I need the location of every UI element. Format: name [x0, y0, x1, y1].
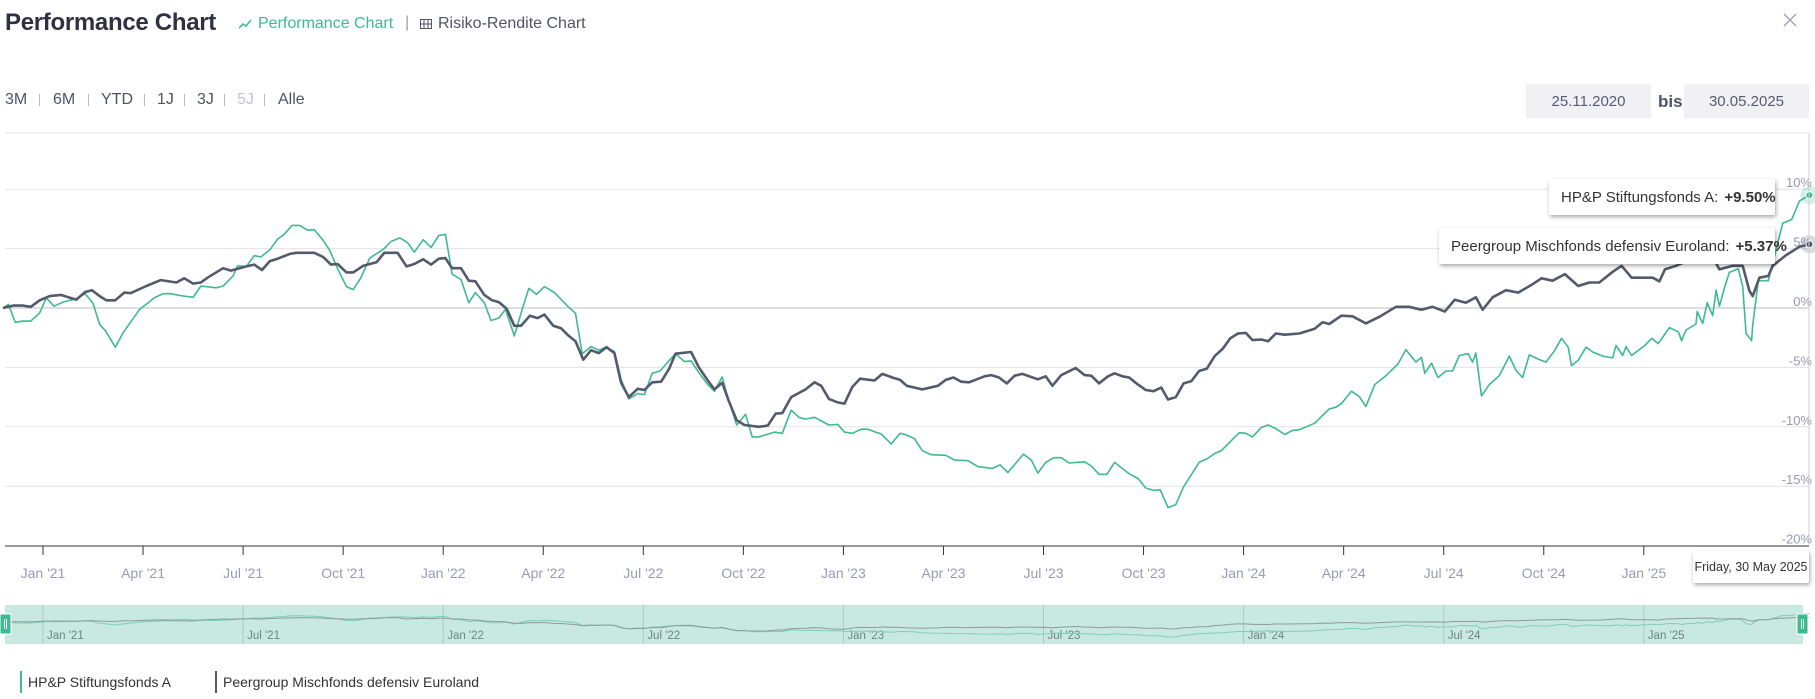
x-tick-label: Oct '24 [1522, 565, 1566, 581]
series-line-peer [2, 242, 1810, 429]
x-tick-label: Jan '21 [21, 565, 66, 581]
navigator-handle-left[interactable] [0, 613, 12, 635]
range-6m-button[interactable]: 6M [53, 91, 76, 108]
navigator-tick-label: Jul '23 [1048, 630, 1081, 642]
legend-swatch [215, 671, 217, 693]
x-tick-label: Oct '22 [721, 565, 765, 581]
navigator-tick-label: Jan '21 [47, 630, 84, 642]
navigator-handle-right[interactable] [1796, 613, 1809, 635]
navigator-tick-label: Jan '23 [847, 630, 884, 642]
legend-swatch [20, 671, 22, 693]
x-tick-label: Apr '23 [921, 565, 965, 581]
tab-separator: | [405, 14, 410, 31]
legend-label: HP&P Stiftungsfonds A [28, 674, 171, 690]
page-title: Performance Chart [5, 9, 216, 36]
x-tick-label: Jul '22 [623, 565, 663, 581]
range-divider [144, 94, 145, 106]
y-tick-label: 10% [1786, 175, 1812, 190]
line-chart-icon [239, 19, 252, 29]
tooltip-fund: HP&P Stiftungsfonds A: +9.50% [1549, 179, 1776, 215]
range-3j-button[interactable]: 3J [197, 91, 214, 108]
tab-performance-chart[interactable]: Performance Chart [239, 15, 393, 33]
y-axis-labels: 10%5%0%-5%-10%-15%-20% [1782, 175, 1813, 546]
x-tick-label: Jan '23 [821, 565, 866, 581]
navigator: Jan '21 Jul '21 Jan '22 Jul '22 Jan '23 Jul '… [0, 605, 1810, 644]
tooltip-peer: Peergroup Mischfonds defensiv Euroland: … [1439, 228, 1787, 264]
range-divider [39, 94, 40, 106]
x-tick-label: Jul '24 [1424, 565, 1464, 581]
range-alle-button[interactable]: Alle [278, 91, 305, 108]
navigator-tick-label: Jul '22 [647, 630, 680, 642]
y-tick-label: 0% [1793, 294, 1812, 309]
navigator-selection [5, 605, 1803, 644]
date-to-input[interactable] [1684, 84, 1809, 118]
range-divider [88, 94, 89, 106]
range-ytd-button[interactable]: YTD [101, 91, 133, 108]
close-icon[interactable] [1782, 10, 1800, 32]
navigator-tick-label: Jan '25 [1648, 630, 1685, 642]
legend-label: Peergroup Mischfonds defensiv Euroland [223, 674, 480, 690]
x-tick-label: Jan '24 [1221, 565, 1266, 581]
x-tick-label: Oct '23 [1122, 565, 1166, 581]
range-3m-button[interactable]: 3M [5, 91, 28, 108]
range-5j-button: 5J [237, 91, 254, 108]
x-axis: Jan '21 Apr '21 Jul '21 Oct '21 Jan '22 Apr '… [5, 545, 1809, 581]
tab-label: Performance Chart [258, 15, 394, 32]
tooltip-series-name: Peergroup Mischfonds defensiv Euroland: [1451, 237, 1730, 255]
tooltip-series-value: +5.37% [1735, 237, 1787, 255]
tab-label: Risiko-Rendite Chart [438, 15, 586, 32]
grid-lines [5, 132, 1809, 487]
series-line-fund [2, 194, 1810, 509]
x-tick-label: Apr '22 [521, 565, 565, 581]
y-tick-label: -20% [1782, 532, 1813, 547]
x-tick-label: Jul '23 [1023, 565, 1063, 581]
legend-item-fund[interactable]: HP&P Stiftungsfonds A [20, 671, 171, 693]
legend-item-peer[interactable]: Peergroup Mischfonds defensiv Euroland [215, 671, 479, 693]
tooltip-series-value: +9.50% [1724, 188, 1776, 206]
navigator-tick-label: Jul '24 [1448, 630, 1481, 642]
y-tick-label: -10% [1782, 413, 1813, 428]
navigator-series-line [2, 613, 1810, 638]
navigator-series-line [2, 616, 1810, 632]
range-divider [264, 94, 265, 106]
x-tick-label: Jul '21 [223, 565, 263, 581]
x-tick-label: Jan '22 [421, 565, 466, 581]
tooltip-series-name: HP&P Stiftungsfonds A: [1561, 188, 1719, 206]
y-tick-label: -15% [1782, 472, 1813, 487]
x-tick-label: Apr '24 [1322, 565, 1366, 581]
tab-risiko-rendite-chart[interactable]: Risiko-Rendite Chart [420, 15, 586, 33]
navigator-tick-label: Jul '21 [247, 630, 280, 642]
grid-icon [420, 19, 432, 29]
navigator-tick-label: Jan '22 [447, 630, 484, 642]
range-divider [184, 94, 185, 106]
navigator-tick-label: Jan '24 [1248, 630, 1285, 642]
x-tick-label: Oct '21 [321, 565, 365, 581]
date-from-input[interactable] [1526, 84, 1651, 118]
y-tick-label: -5% [1789, 353, 1813, 368]
x-tick-label: Apr '21 [121, 565, 165, 581]
tooltip-date: Friday, 30 May 2025 [1693, 551, 1809, 583]
series-lines [2, 133, 1815, 546]
x-tick-label: Jan '25 [1621, 565, 1666, 581]
range-divider [224, 94, 225, 106]
range-1j-button[interactable]: 1J [157, 91, 174, 108]
date-range-separator: bis [1658, 92, 1683, 111]
